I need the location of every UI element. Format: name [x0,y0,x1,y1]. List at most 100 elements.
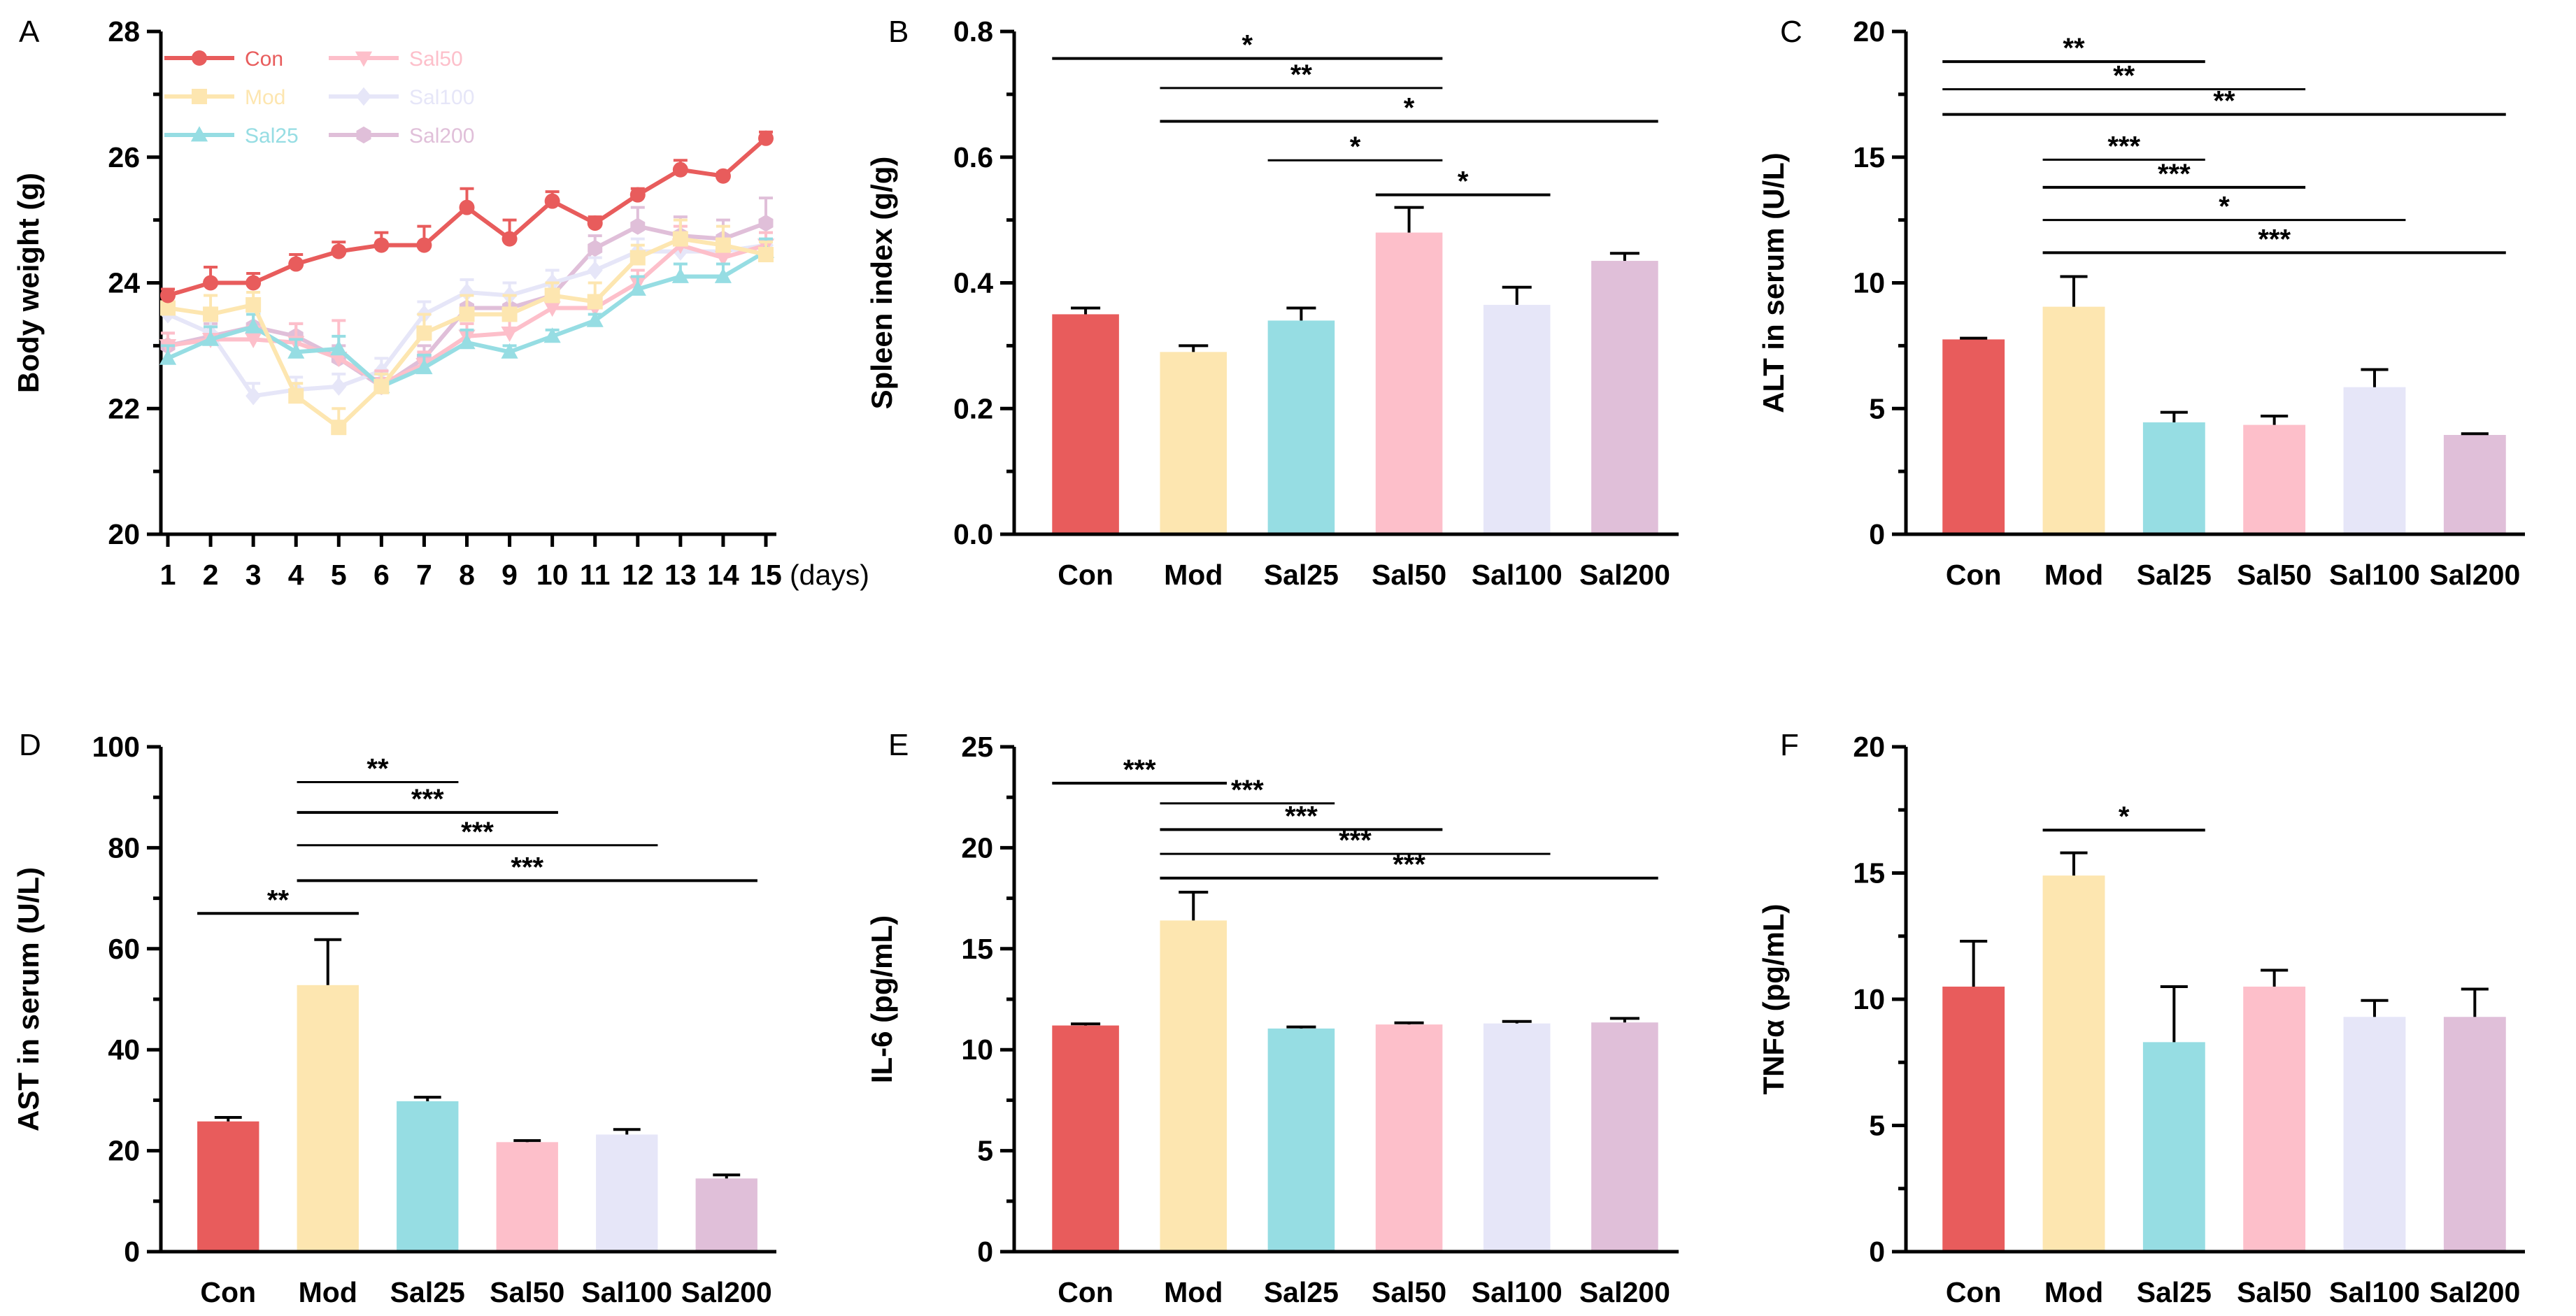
data-point [331,420,347,436]
y-tick-label: 80 [108,831,140,864]
data-point [629,250,646,266]
y-axis-title: Spleen index (g/g) [865,157,898,410]
legend-item-sal100: Sal100 [329,86,474,109]
bar-chart-panel-c: Con Mod Sal25 Sal50 Sal100 Sal200 0 5 10 15 20 ALT … [1757,15,2525,591]
x-tick-label: 7 [416,559,432,591]
data-point [672,231,688,247]
x-tick-label: Sal200 [2429,559,2520,591]
data-point [629,187,646,203]
bar-sal100 [1483,304,1551,534]
significance-label: *** [511,852,543,882]
significance-label: *** [1123,754,1156,785]
bar-chart-panel-b: Con Mod Sal25 Sal50 Sal100 Sal200 0.0 0.2 0.4 0.6… [865,15,1679,591]
data-point [203,306,219,322]
y-tick-label: 0.0 [953,518,993,550]
significance-label: *** [1285,801,1318,831]
data-point [587,215,603,231]
data-point [501,327,518,343]
bar-sal100 [2343,1017,2406,1252]
data-point [672,162,688,178]
x-tick-label: Sal25 [2137,559,2212,591]
y-tick-label: 15 [1853,141,1885,173]
y-tick-label: 20 [108,518,140,550]
data-point [588,239,603,257]
bar-sal50 [1375,232,1443,534]
bar-sal50 [2243,986,2306,1252]
bar-con [197,1121,259,1252]
data-point [192,50,207,66]
y-tick-label: 28 [108,15,140,48]
data-point [586,311,604,327]
y-tick-label: 20 [1853,15,1885,48]
bar-sal100 [2343,387,2406,534]
legend-label: Sal200 [409,124,474,148]
data-point [714,267,732,283]
bar-sal200 [1591,261,1658,534]
significance-label: *** [411,784,444,815]
bar-mod [297,985,359,1252]
y-tick-label: 20 [961,831,993,864]
panel-letter: A [19,15,40,49]
bar-sal25 [1267,1028,1335,1252]
x-tick-label: Sal25 [1264,1276,1339,1308]
x-tick-label: Con [1946,559,2002,591]
x-tick-label: Con [1058,1276,1113,1308]
legend-label: Con [245,48,283,71]
significance-label: *** [2158,159,2191,189]
data-point [416,237,432,253]
data-point [714,251,732,267]
data-point [415,359,433,375]
significance-label: * [1404,93,1415,124]
bar-con [1052,314,1119,534]
x-tick-label: 11 [580,559,610,591]
x-tick-label: Sal200 [2429,1276,2520,1308]
data-point [715,237,731,253]
data-point [192,89,207,104]
x-tick-label: Sal50 [2237,1276,2312,1308]
data-point [330,340,348,356]
y-tick-label: 20 [108,1135,140,1167]
bar-con [1052,1025,1119,1252]
data-point [245,387,262,406]
data-point [373,378,390,394]
data-point [373,237,390,253]
x-tick-label: Sal100 [581,1276,672,1308]
x-tick-label: Sal50 [490,1276,564,1308]
y-tick-label: 60 [108,933,140,965]
panel-letter: D [19,728,41,762]
data-point [288,388,304,404]
x-tick-label: 15 [750,559,782,591]
data-point [287,343,305,359]
data-point [587,261,603,280]
bar-sal200 [2443,434,2506,534]
bar-mod [1160,352,1227,534]
legend-label: Mod [245,86,285,109]
x-tick-label: Mod [1164,1276,1223,1308]
data-point [459,306,475,322]
y-tick-label: 0 [1869,1236,1885,1268]
x-tick-label: Sal50 [2237,559,2312,591]
significance-label: ** [1290,59,1313,90]
x-tick-label: 12 [622,559,654,591]
legend-label: Sal25 [245,124,299,148]
y-tick-label: 100 [92,731,140,763]
x-tick-label: Sal50 [1372,1276,1446,1308]
data-point [245,296,262,313]
data-point [758,130,774,146]
bar-mod [1160,920,1227,1252]
significance-label: ** [267,885,290,915]
y-tick-label: 5 [1869,1110,1885,1142]
y-axis-title: AST in serum (U/L) [12,867,45,1131]
y-tick-label: 0.4 [953,267,993,299]
significance-label: * [1458,166,1469,197]
x-tick-label: 10 [536,559,569,591]
data-point [629,280,646,296]
legend-item-sal200: Sal200 [329,124,474,148]
y-axis-title: ALT in serum (U/L) [1757,152,1790,413]
bar-chart-panel-e: Con Mod Sal25 Sal50 Sal100 Sal200 0 5 10 15 20 25 IL… [865,728,1679,1308]
y-tick-label: 0 [1869,518,1885,550]
x-tick-label: Sal100 [2329,559,2420,591]
y-tick-label: 22 [108,392,140,424]
x-tick-label: 1 [160,559,176,591]
y-tick-label: 0 [977,1236,993,1268]
